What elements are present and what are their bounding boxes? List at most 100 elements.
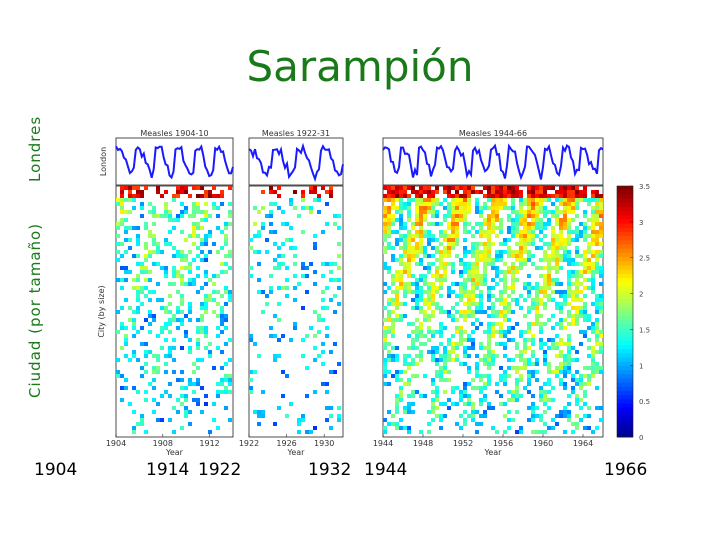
heatmap-cell xyxy=(176,378,180,382)
heatmap-cell xyxy=(192,206,196,210)
heatmap-cell xyxy=(395,402,399,406)
heatmap-cell xyxy=(527,310,531,314)
heatmap-cell xyxy=(515,214,519,218)
heatmap-cell xyxy=(439,342,443,346)
heatmap-cell xyxy=(439,418,443,422)
heatmap-cell xyxy=(447,350,451,354)
heatmap-cell xyxy=(487,218,491,222)
x-tick-label: 1944 xyxy=(373,439,393,448)
heatmap-cell xyxy=(120,194,124,198)
colorbar-segment xyxy=(617,190,633,195)
heatmap-cell xyxy=(120,266,124,270)
heatmap-cell xyxy=(463,350,467,354)
heatmap-cell xyxy=(399,318,403,322)
heatmap-cell xyxy=(216,302,220,306)
heatmap-cell xyxy=(431,238,435,242)
heatmap-cell xyxy=(289,202,293,206)
heatmap-cell xyxy=(575,230,579,234)
heatmap-cell xyxy=(124,338,128,342)
heatmap-cell xyxy=(595,242,599,246)
heatmap-cell xyxy=(455,310,459,314)
heatmap-cell xyxy=(495,214,499,218)
heatmap-cell xyxy=(447,354,451,358)
heatmap-cell xyxy=(285,278,289,282)
heatmap-cell xyxy=(124,238,128,242)
heatmap-cell xyxy=(196,210,200,214)
heatmap-cell xyxy=(431,274,435,278)
heatmap-cell xyxy=(407,266,411,270)
heatmap-cell xyxy=(383,306,387,310)
colorbar-segment xyxy=(617,261,633,266)
heatmap-cell xyxy=(559,266,563,270)
heatmap-cell xyxy=(391,302,395,306)
heatmap-cell xyxy=(184,334,188,338)
colorbar-frame xyxy=(616,185,634,438)
heatmap-cell xyxy=(411,338,415,342)
heatmap-cell xyxy=(269,190,273,194)
x-tick-label: 1964 xyxy=(573,439,593,448)
heatmap-cell xyxy=(551,386,555,390)
heatmap-cell xyxy=(224,302,228,306)
heatmap-cell xyxy=(447,290,451,294)
heatmap-cell xyxy=(547,398,551,402)
heatmap-cell xyxy=(579,270,583,274)
heatmap-cell xyxy=(407,242,411,246)
heatmap-cell xyxy=(204,306,208,310)
heatmap-cell xyxy=(571,206,575,210)
heatmap-cell xyxy=(228,338,232,342)
heatmap-cell xyxy=(531,338,535,342)
colorbar-segment xyxy=(617,273,633,279)
heatmap-cell xyxy=(387,230,391,234)
heatmap-cell xyxy=(427,238,431,242)
heatmap-cell xyxy=(387,422,391,426)
heatmap-cell xyxy=(511,266,515,270)
heatmap-cell xyxy=(491,266,495,270)
heatmap-cell xyxy=(571,230,575,234)
heatmap-cell xyxy=(411,246,415,250)
heatmap-cell xyxy=(168,382,172,386)
heatmap-cell xyxy=(571,238,575,242)
heatmap-cell xyxy=(591,346,595,350)
heatmap-cell xyxy=(148,234,152,238)
heatmap-cell xyxy=(543,250,547,254)
heatmap-cell xyxy=(511,366,515,370)
heatmap-cell xyxy=(523,226,527,230)
heatmap-cell xyxy=(559,306,563,310)
heatmap-cell xyxy=(495,282,499,286)
heatmap-cell xyxy=(555,366,559,370)
heatmap-cell xyxy=(547,318,551,322)
heatmap-cell xyxy=(555,234,559,238)
heatmap-cell xyxy=(439,234,443,238)
heatmap-cell xyxy=(419,358,423,362)
heatmap-cell xyxy=(431,302,435,306)
heatmap-cell xyxy=(180,386,184,390)
heatmap-cell xyxy=(395,426,399,430)
heatmap-cell xyxy=(443,358,447,362)
heatmap-cell xyxy=(443,346,447,350)
heatmap-cell xyxy=(567,410,571,414)
heatmap-cell xyxy=(443,254,447,258)
heatmap-cell xyxy=(563,254,567,258)
heatmap-cell xyxy=(411,254,415,258)
heatmap-cell xyxy=(192,390,196,394)
heatmap-cell xyxy=(289,238,293,242)
heatmap-cell xyxy=(471,254,475,258)
heatmap-cell xyxy=(583,238,587,242)
heatmap-cell xyxy=(281,262,285,266)
heatmap-cell xyxy=(503,378,507,382)
heatmap-cell xyxy=(467,334,471,338)
heatmap-cell xyxy=(415,262,419,266)
heatmap-cell xyxy=(293,286,297,290)
heatmap-cell xyxy=(479,390,483,394)
heatmap-cell xyxy=(543,254,547,258)
heatmap-cell xyxy=(471,386,475,390)
heatmap-cell xyxy=(391,206,395,210)
colorbar-segment xyxy=(617,332,633,338)
heatmap-cell xyxy=(559,366,563,370)
heatmap-cell xyxy=(192,278,196,282)
heatmap-cell xyxy=(212,202,216,206)
heatmap-cell xyxy=(120,306,124,310)
heatmap-cell xyxy=(152,206,156,210)
heatmap-cell xyxy=(583,190,587,194)
